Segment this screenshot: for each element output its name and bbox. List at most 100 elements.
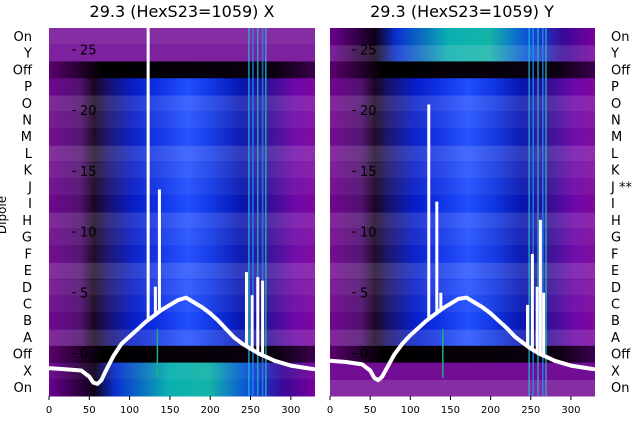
x-tick-label: 300 <box>561 405 580 416</box>
row-label: C <box>23 298 32 313</box>
panel-title: 29.3 (HexS23=1059) Y <box>370 2 554 21</box>
row-label: B <box>611 314 620 329</box>
y-axis-label: Dipole <box>0 196 9 234</box>
row-label: B <box>23 314 32 329</box>
row-label: O <box>611 97 621 112</box>
column-streak <box>528 28 530 396</box>
column-streak <box>248 28 250 396</box>
heatmap-row <box>49 312 315 330</box>
row-label: P <box>611 80 619 95</box>
row-label: N <box>22 114 32 129</box>
heatmap-row <box>330 329 595 347</box>
x-tick-label: 250 <box>241 405 260 416</box>
row-label: L <box>611 147 619 162</box>
overlay-tick-label: 20 <box>80 104 97 119</box>
row-label: I <box>28 197 32 212</box>
row-label: Y <box>23 47 32 62</box>
heatmap-row <box>330 78 595 96</box>
overlay-tick-label: 15 <box>360 165 377 180</box>
heatmap-row <box>49 329 315 347</box>
row-label: On <box>14 381 32 396</box>
row-label: J ** <box>610 180 632 195</box>
x-tick-label: 200 <box>481 405 500 416</box>
heatmap-row <box>330 178 595 196</box>
heatmap-row <box>49 278 315 297</box>
column-streak <box>256 28 259 396</box>
x-tick-label: 150 <box>441 405 460 416</box>
overlay-tick-label: 25 <box>360 43 377 58</box>
trace-line <box>329 295 596 383</box>
overlay-tick-label: 5 <box>80 286 88 301</box>
row-label: A <box>611 331 620 346</box>
x-tick-label: 50 <box>83 405 96 416</box>
row-label: P <box>24 80 32 95</box>
column-streak <box>542 28 544 396</box>
heatmap-row <box>330 312 595 330</box>
x-tick-label: 100 <box>120 405 139 416</box>
row-label: Off <box>611 348 631 363</box>
column-streak <box>261 28 264 396</box>
heatmap-row <box>330 145 595 163</box>
column-streak <box>252 28 254 396</box>
row-label: H <box>611 214 621 229</box>
overlay-tick-label: 5 <box>360 286 368 301</box>
row-label: E <box>24 264 32 279</box>
panels-layer: Dipole0510152025OnYOffPONMLKJIHGFEDCBAOf… <box>0 2 632 416</box>
row-label: X <box>23 364 32 379</box>
heatmap-row <box>49 145 315 163</box>
trace-line <box>48 295 316 386</box>
row-label: Off <box>13 63 33 78</box>
overlay-tick-label: 25 <box>80 43 97 58</box>
heatmap-row <box>330 379 595 397</box>
row-label: F <box>25 247 32 262</box>
row-label: D <box>22 281 32 296</box>
heatmap-row <box>330 262 595 280</box>
row-label: G <box>611 231 621 246</box>
column-streak <box>265 28 267 396</box>
x-tick-label: 0 <box>327 405 333 416</box>
heatmap-row <box>330 128 595 146</box>
row-label: C <box>611 298 620 313</box>
row-label: H <box>22 214 32 229</box>
overlay-tick-label: 15 <box>80 165 97 180</box>
column-streak <box>545 28 547 396</box>
heatmap-row <box>330 245 595 263</box>
heatmap-row <box>49 195 315 213</box>
x-tick-label: 300 <box>281 405 300 416</box>
heatmap-row <box>330 278 595 297</box>
row-label: K <box>611 164 620 179</box>
x-tick-label: 50 <box>364 405 377 416</box>
row-label: Off <box>611 63 631 78</box>
heatmap-rows <box>49 28 315 397</box>
heatmap-row <box>49 245 315 263</box>
row-label: On <box>611 30 629 45</box>
x-tick-label: 150 <box>160 405 179 416</box>
row-label: M <box>21 130 32 145</box>
row-label: L <box>25 147 33 162</box>
x-tick-label: 250 <box>521 405 540 416</box>
x-tick-label: 200 <box>201 405 220 416</box>
row-label: N <box>611 114 621 129</box>
row-label: On <box>611 381 629 396</box>
overlay-tick-label: 20 <box>360 104 377 119</box>
overlay-tick-label: 0 <box>360 347 368 362</box>
panel-title: 29.3 (HexS23=1059) X <box>90 2 275 21</box>
row-label: Off <box>13 348 33 363</box>
row-label: D <box>611 281 621 296</box>
heatmap-row <box>49 61 315 79</box>
x-tick-label: 100 <box>401 405 420 416</box>
row-label: K <box>23 164 32 179</box>
overlay-tick-label: 0 <box>80 347 88 362</box>
heatmap-rows <box>330 28 595 397</box>
heatmap-row <box>330 195 595 213</box>
heatmap-row <box>49 379 315 397</box>
row-label: J <box>27 180 32 195</box>
heatmap-row <box>49 178 315 196</box>
heatmap-row <box>49 128 315 146</box>
row-label: G <box>22 231 32 246</box>
row-label: Y <box>610 47 619 62</box>
row-label: X <box>611 364 620 379</box>
